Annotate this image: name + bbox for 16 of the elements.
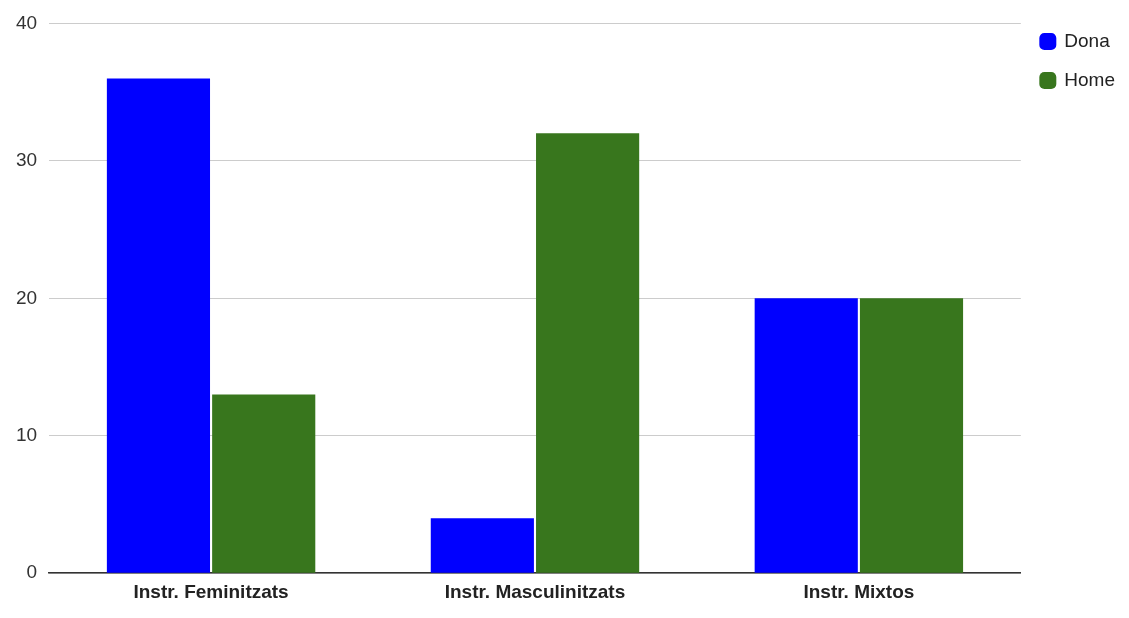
y-tick-label: 10 [15, 423, 38, 445]
bar [754, 298, 858, 573]
y-tick-label: 0 [26, 561, 38, 583]
y-tick-label: 40 [15, 11, 38, 33]
y-tick-label: 30 [15, 149, 38, 171]
x-tick-label: Instr. Mixtos [803, 580, 915, 602]
bar [212, 394, 316, 573]
legend-label: Dona [1064, 29, 1111, 51]
bar [106, 78, 211, 573]
legend-label: Home [1064, 68, 1116, 90]
bar [859, 298, 964, 573]
y-tick-label: 20 [15, 286, 38, 308]
x-tick-label: Instr. Masculinitzats [444, 580, 626, 602]
bar [430, 518, 534, 573]
x-tick-label: Instr. Feminitzats [133, 580, 289, 602]
bar [536, 133, 640, 573]
